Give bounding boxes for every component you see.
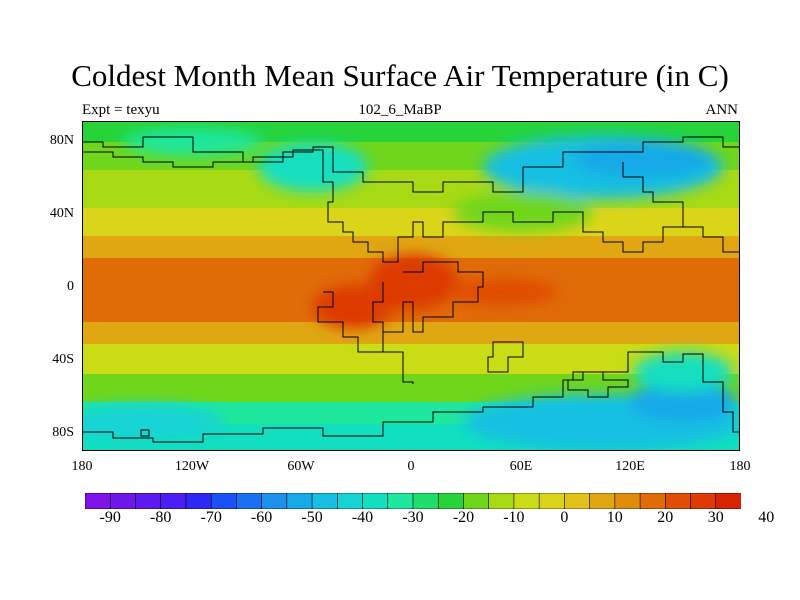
cold-core-north-asia: [573, 142, 713, 178]
colorbar-swatch: [412, 493, 440, 509]
colorbar-label: -30: [402, 509, 424, 526]
coastline-north-america: [83, 149, 463, 263]
field-band-south-sub: [83, 344, 739, 374]
colorbar-label: -50: [301, 509, 323, 526]
colorbar-swatch: [160, 493, 187, 509]
colorbar-label: -80: [150, 509, 172, 526]
colorbar-label: 10: [606, 509, 623, 526]
colorbar-swatch: [715, 493, 741, 509]
colorbar-swatch: [463, 493, 490, 509]
x-tick-120w: 120W: [174, 459, 210, 474]
experiment-label: Expt = texyu: [82, 102, 160, 118]
colorbar-swatch: [135, 493, 162, 509]
y-tick-0: 0: [67, 279, 74, 294]
plot-title: Coldest Month Mean Surface Air Temperatu…: [71, 58, 729, 93]
colorbar-swatch: [387, 493, 414, 509]
x-tick-60e: 60E: [509, 459, 533, 474]
colorbar-label: -20: [452, 509, 475, 526]
colorbar: [85, 493, 741, 509]
y-tick-80s: 80S: [52, 425, 74, 440]
colorbar-swatch: [311, 493, 339, 509]
colorbar-label: -60: [250, 509, 273, 526]
x-tick-180e: 180: [729, 459, 751, 474]
cold-core-antarctica: [628, 382, 738, 422]
colorbar-label: 20: [657, 509, 674, 526]
x-tick-60w: 60W: [287, 459, 315, 474]
colorbar-swatch: [85, 493, 112, 509]
colorbar-swatch: [261, 493, 288, 509]
colorbar-swatch: [437, 493, 465, 509]
time-label: 102_6_MaBP: [358, 102, 442, 118]
y-tick-40n: 40N: [49, 206, 74, 221]
colorbar-label: -10: [503, 509, 525, 526]
colorbar-swatch: [513, 493, 540, 509]
warm-core-equator: [448, 278, 558, 306]
field-band-south-warm: [83, 322, 739, 344]
colorbar-swatch: [362, 493, 389, 509]
map-panel: [82, 121, 740, 451]
colorbar-swatch: [337, 493, 364, 509]
colorbar-label: 30: [707, 509, 724, 526]
coastline-eurasia: [463, 162, 684, 253]
x-tick-120e: 120E: [615, 459, 645, 474]
colorbar-label: -90: [99, 509, 121, 526]
coastlines: [83, 136, 739, 443]
colorbar-label: -70: [200, 509, 222, 526]
colorbar-swatch: [564, 493, 591, 509]
colorbar-swatch: [210, 493, 238, 509]
colorbar-swatch: [639, 493, 667, 509]
coastline-antarctica: [83, 351, 739, 443]
cool-region-southern-ocean: [83, 404, 223, 440]
colorbar-swatch: [589, 493, 616, 509]
colorbar-swatch: [236, 493, 263, 509]
colorbar-swatch: [109, 493, 137, 509]
colorbar-swatch: [538, 493, 566, 509]
x-tick-0: 0: [407, 459, 415, 474]
y-tick-80n: 80N: [49, 133, 74, 148]
colorbar-swatch: [185, 493, 212, 509]
temperature-map: [83, 122, 739, 450]
y-tick-40s: 40S: [52, 352, 74, 367]
coastline-arctic: [83, 136, 739, 193]
x-tick-180w: 180: [71, 459, 93, 474]
coastline-india: [487, 341, 524, 373]
coastline-small-island: [140, 429, 150, 437]
colorbar-label: 0: [560, 509, 569, 526]
coastline-south-america: [372, 282, 414, 384]
warm-core-north-africa: [368, 254, 458, 310]
colorbar-swatch: [665, 493, 692, 509]
coastline-east-asia: [683, 226, 739, 253]
field-band-north-sub: [83, 208, 739, 236]
colorbar-swatch: [488, 493, 515, 509]
field-band-north-warm: [83, 236, 739, 258]
colorbar-swatch: [286, 493, 313, 509]
colorbar-label: -40: [351, 509, 374, 526]
cool-region-north-america: [258, 142, 368, 192]
colorbar-swatch: [690, 493, 717, 509]
field-anomalies: [83, 128, 739, 450]
coastline-africa: [317, 261, 484, 353]
colorbar-label: 40: [758, 509, 775, 526]
colorbar-swatch: [614, 493, 641, 509]
season-label: ANN: [705, 102, 739, 118]
cool-region-tethys: [453, 192, 593, 232]
